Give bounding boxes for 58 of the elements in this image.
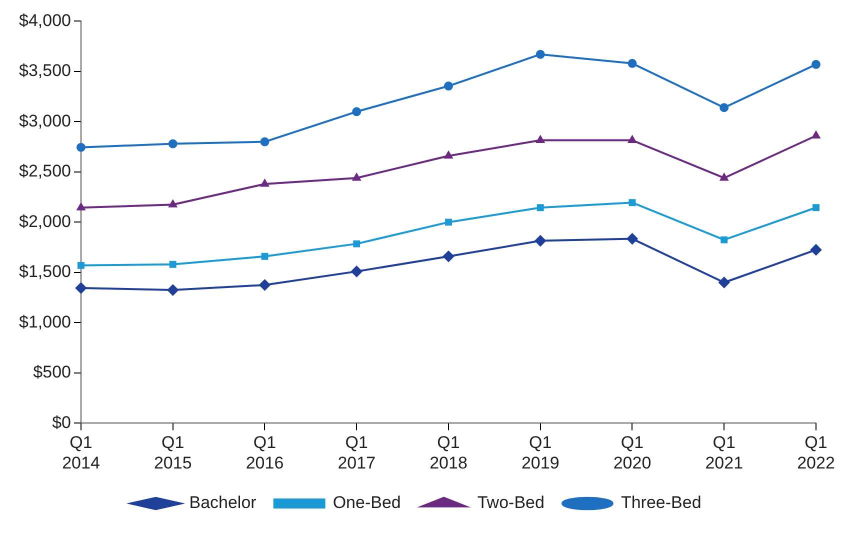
point: [75, 282, 86, 294]
point: [812, 204, 820, 212]
x-tick-label: Q1 2014: [62, 433, 100, 472]
point: [352, 107, 362, 116]
point: [168, 200, 177, 208]
legend-label: Two-Bed: [477, 493, 544, 512]
legend-label: Bachelor: [189, 493, 257, 512]
point: [628, 58, 637, 68]
legend-label: Three-Bed: [620, 493, 702, 512]
y-tick-label: $1,000: [18, 312, 71, 332]
y-tick-label: $4,000: [18, 10, 71, 30]
point: [167, 284, 178, 296]
x-tick-label: Q1 2021: [705, 433, 744, 472]
point: [351, 266, 362, 277]
legend-label: One-Bed: [332, 493, 401, 512]
x-tick-label: Q1 2018: [430, 433, 468, 472]
point: [352, 173, 361, 181]
point: [536, 50, 545, 59]
point: [720, 236, 728, 244]
point: [720, 173, 728, 181]
point: [628, 199, 636, 206]
point: [444, 82, 453, 91]
point: [444, 151, 453, 159]
point: [353, 240, 360, 248]
x-tick-label: Q1 2017: [338, 433, 376, 472]
point: [628, 136, 636, 144]
point: [536, 204, 544, 212]
point: [76, 203, 86, 210]
point: [76, 142, 86, 152]
x-tick-label: Q1 2015: [154, 433, 192, 472]
point: [445, 218, 452, 226]
point: [812, 60, 820, 69]
point: [78, 262, 84, 269]
point: [261, 252, 268, 260]
y-tick-label: $0: [52, 412, 71, 432]
point: [443, 250, 454, 262]
x-tick-label: Q1 2022: [797, 433, 835, 472]
x-tick-label: Q1 2016: [246, 433, 284, 472]
point: [536, 136, 544, 144]
point: [720, 103, 729, 112]
point: [812, 131, 820, 139]
y-tick-label: $2,500: [18, 162, 71, 181]
y-tick-label: $2,000: [18, 212, 71, 231]
point: [260, 180, 269, 187]
y-tick-label: $500: [33, 362, 71, 382]
point: [168, 139, 178, 148]
x-tick-label: Q1 2019: [521, 433, 560, 472]
point: [534, 235, 546, 246]
point: [810, 244, 822, 256]
y-tick-label: $3,000: [18, 111, 71, 130]
point: [260, 137, 270, 146]
point: [259, 280, 270, 291]
point: [718, 277, 730, 288]
x-tick-label: Q1 2020: [613, 433, 652, 472]
y-tick-label: $3,500: [18, 61, 71, 80]
y-tick-label: $1,500: [18, 262, 71, 282]
point: [626, 233, 638, 244]
point: [169, 260, 176, 268]
